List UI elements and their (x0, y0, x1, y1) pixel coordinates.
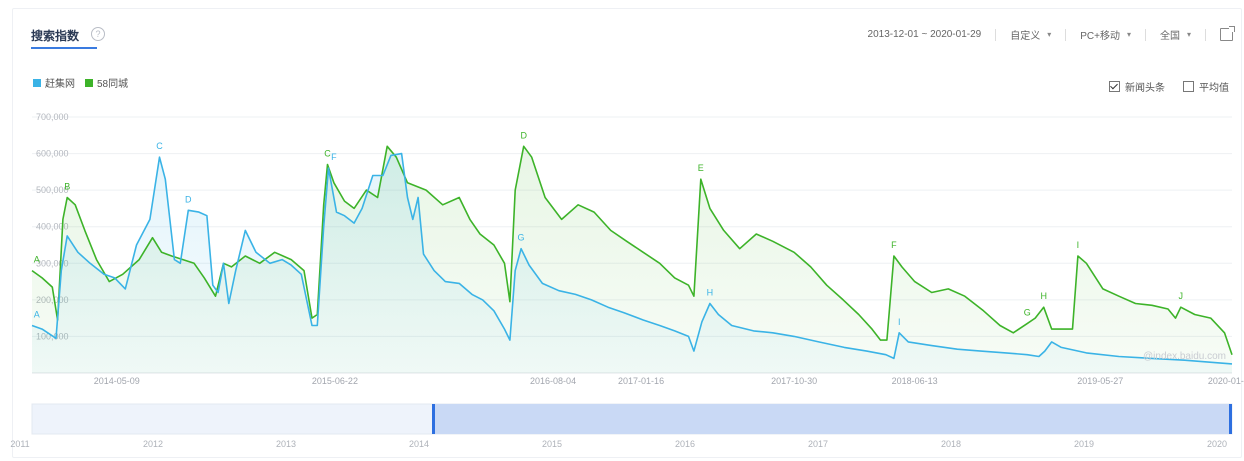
chart-legend: 赶集网 58同城 (33, 75, 138, 90)
watermark: @index.baidu.com (1143, 351, 1226, 362)
divider (1144, 28, 1146, 41)
navigator-year-label: 2015 (542, 439, 562, 449)
event-marker-label: H (707, 288, 714, 298)
x-tick-label: 2020-01-27 (1208, 376, 1244, 386)
top-controls: 2013-12-01 ~ 2020-01-29 自定义 ▾ PC+移动 ▾ 全国… (868, 26, 1235, 42)
search-index-panel: 搜索指数 ? 2013-12-01 ~ 2020-01-29 自定义 ▾ PC+… (12, 8, 1242, 458)
average-checkbox[interactable] (1183, 81, 1194, 92)
divider (1205, 28, 1206, 41)
legend-label: 赶集网 (45, 79, 75, 90)
navigator-year-label: 2018 (941, 439, 961, 449)
event-marker-label: A (34, 255, 40, 265)
event-marker-label: D (520, 130, 527, 140)
title-underline (31, 47, 97, 49)
event-marker-label: C (156, 141, 163, 151)
navigator-handle-left (432, 404, 435, 434)
event-marker-label: J (1179, 291, 1184, 301)
custom-range-dropdown[interactable]: 自定义 ▾ (1010, 27, 1051, 42)
navigator-window (434, 404, 1232, 434)
navigator-year-label: 2020 (1207, 439, 1227, 449)
event-marker-label: C (324, 149, 331, 159)
event-marker-label: D (185, 194, 192, 204)
average-toggle[interactable]: 平均值 (1183, 79, 1229, 94)
navigator-year-label: 2016 (675, 439, 695, 449)
navigator-handle-right (1229, 404, 1232, 434)
divider (1065, 28, 1067, 41)
event-marker-label: H (1040, 291, 1047, 301)
event-marker-label: I (1077, 240, 1080, 250)
x-tick-label: 2017-01-16 (618, 376, 664, 386)
event-marker-label: F (891, 240, 897, 250)
device-dropdown[interactable]: PC+移动 ▾ (1080, 27, 1131, 42)
event-marker-label: B (64, 181, 70, 191)
y-tick-label: 500,000 (36, 185, 69, 195)
y-tick-label: 300,000 (36, 258, 69, 268)
y-tick-label: 700,000 (36, 112, 69, 122)
navigator-year-label: 2012 (143, 439, 163, 449)
x-tick-label: 2018-06-13 (892, 376, 938, 386)
news-checkbox[interactable] (1109, 81, 1120, 92)
chevron-down-icon: ▾ (1126, 30, 1131, 39)
series-areas (32, 146, 1232, 373)
legend-item-series2[interactable]: 58同城 (85, 75, 128, 90)
chevron-down-icon: ▾ (1047, 30, 1052, 39)
x-tick-label: 2014-05-09 (94, 376, 140, 386)
y-tick-label: 400,000 (36, 222, 69, 232)
news-label: 新闻头条 (1125, 83, 1165, 94)
legend-item-series1[interactable]: 赶集网 (33, 75, 75, 90)
navigator-year-label: 2013 (276, 439, 296, 449)
navigator-year-label: 2014 (409, 439, 429, 449)
x-tick-label: 2019-05-27 (1077, 376, 1123, 386)
custom-range-label: 自定义 (1010, 31, 1041, 42)
legend-label: 58同城 (97, 79, 129, 90)
chevron-down-icon: ▾ (1186, 30, 1191, 39)
event-marker-label: E (698, 163, 704, 173)
event-marker-label: G (518, 233, 525, 243)
x-tick-label: 2015-06-22 (312, 376, 358, 386)
navigator-year-label: 2011 (10, 439, 29, 449)
event-marker-label: F (331, 152, 337, 162)
average-label: 平均值 (1199, 83, 1229, 94)
chart-options: 新闻头条 平均值 (1091, 79, 1229, 94)
event-marker-label: G (1024, 308, 1031, 318)
x-tick-label: 2017-10-30 (771, 376, 817, 386)
x-axis: 2014-05-09 2015-06-22 2016-08-04 2017-01-16… (94, 376, 1244, 386)
date-range-text: 2013-12-01 ~ 2020-01-29 (867, 29, 982, 40)
share-icon[interactable] (1220, 26, 1235, 41)
event-marker-label: A (34, 309, 40, 319)
help-icon[interactable]: ? (91, 27, 105, 41)
navigator-year-label: 2017 (808, 439, 828, 449)
series-line-2 (31, 145, 1233, 355)
date-range-picker[interactable]: 2013-12-01 ~ 2020-01-29 (868, 29, 982, 40)
news-toggle[interactable]: 新闻头条 (1109, 79, 1165, 94)
navigator-year-label: 2019 (1074, 439, 1094, 449)
event-marker-label: I (898, 317, 901, 327)
series-line-1 (31, 152, 1233, 365)
region-label: 全国 (1159, 31, 1180, 42)
legend-swatch (85, 78, 93, 87)
series-lines (31, 145, 1233, 365)
page-title: 搜索指数 (31, 29, 80, 43)
legend-swatch (33, 78, 41, 87)
divider (995, 28, 997, 41)
x-tick-label: 2016-08-04 (530, 376, 576, 386)
series-area-1 (32, 153, 1232, 373)
region-dropdown[interactable]: 全国 ▾ (1160, 27, 1191, 42)
y-tick-label: 600,000 (36, 149, 69, 159)
device-label: PC+移动 (1080, 31, 1120, 42)
time-navigator[interactable]: 2011 2012 2013 2014 2015 2016 2017 2018 2019 2020 (10, 403, 1233, 449)
